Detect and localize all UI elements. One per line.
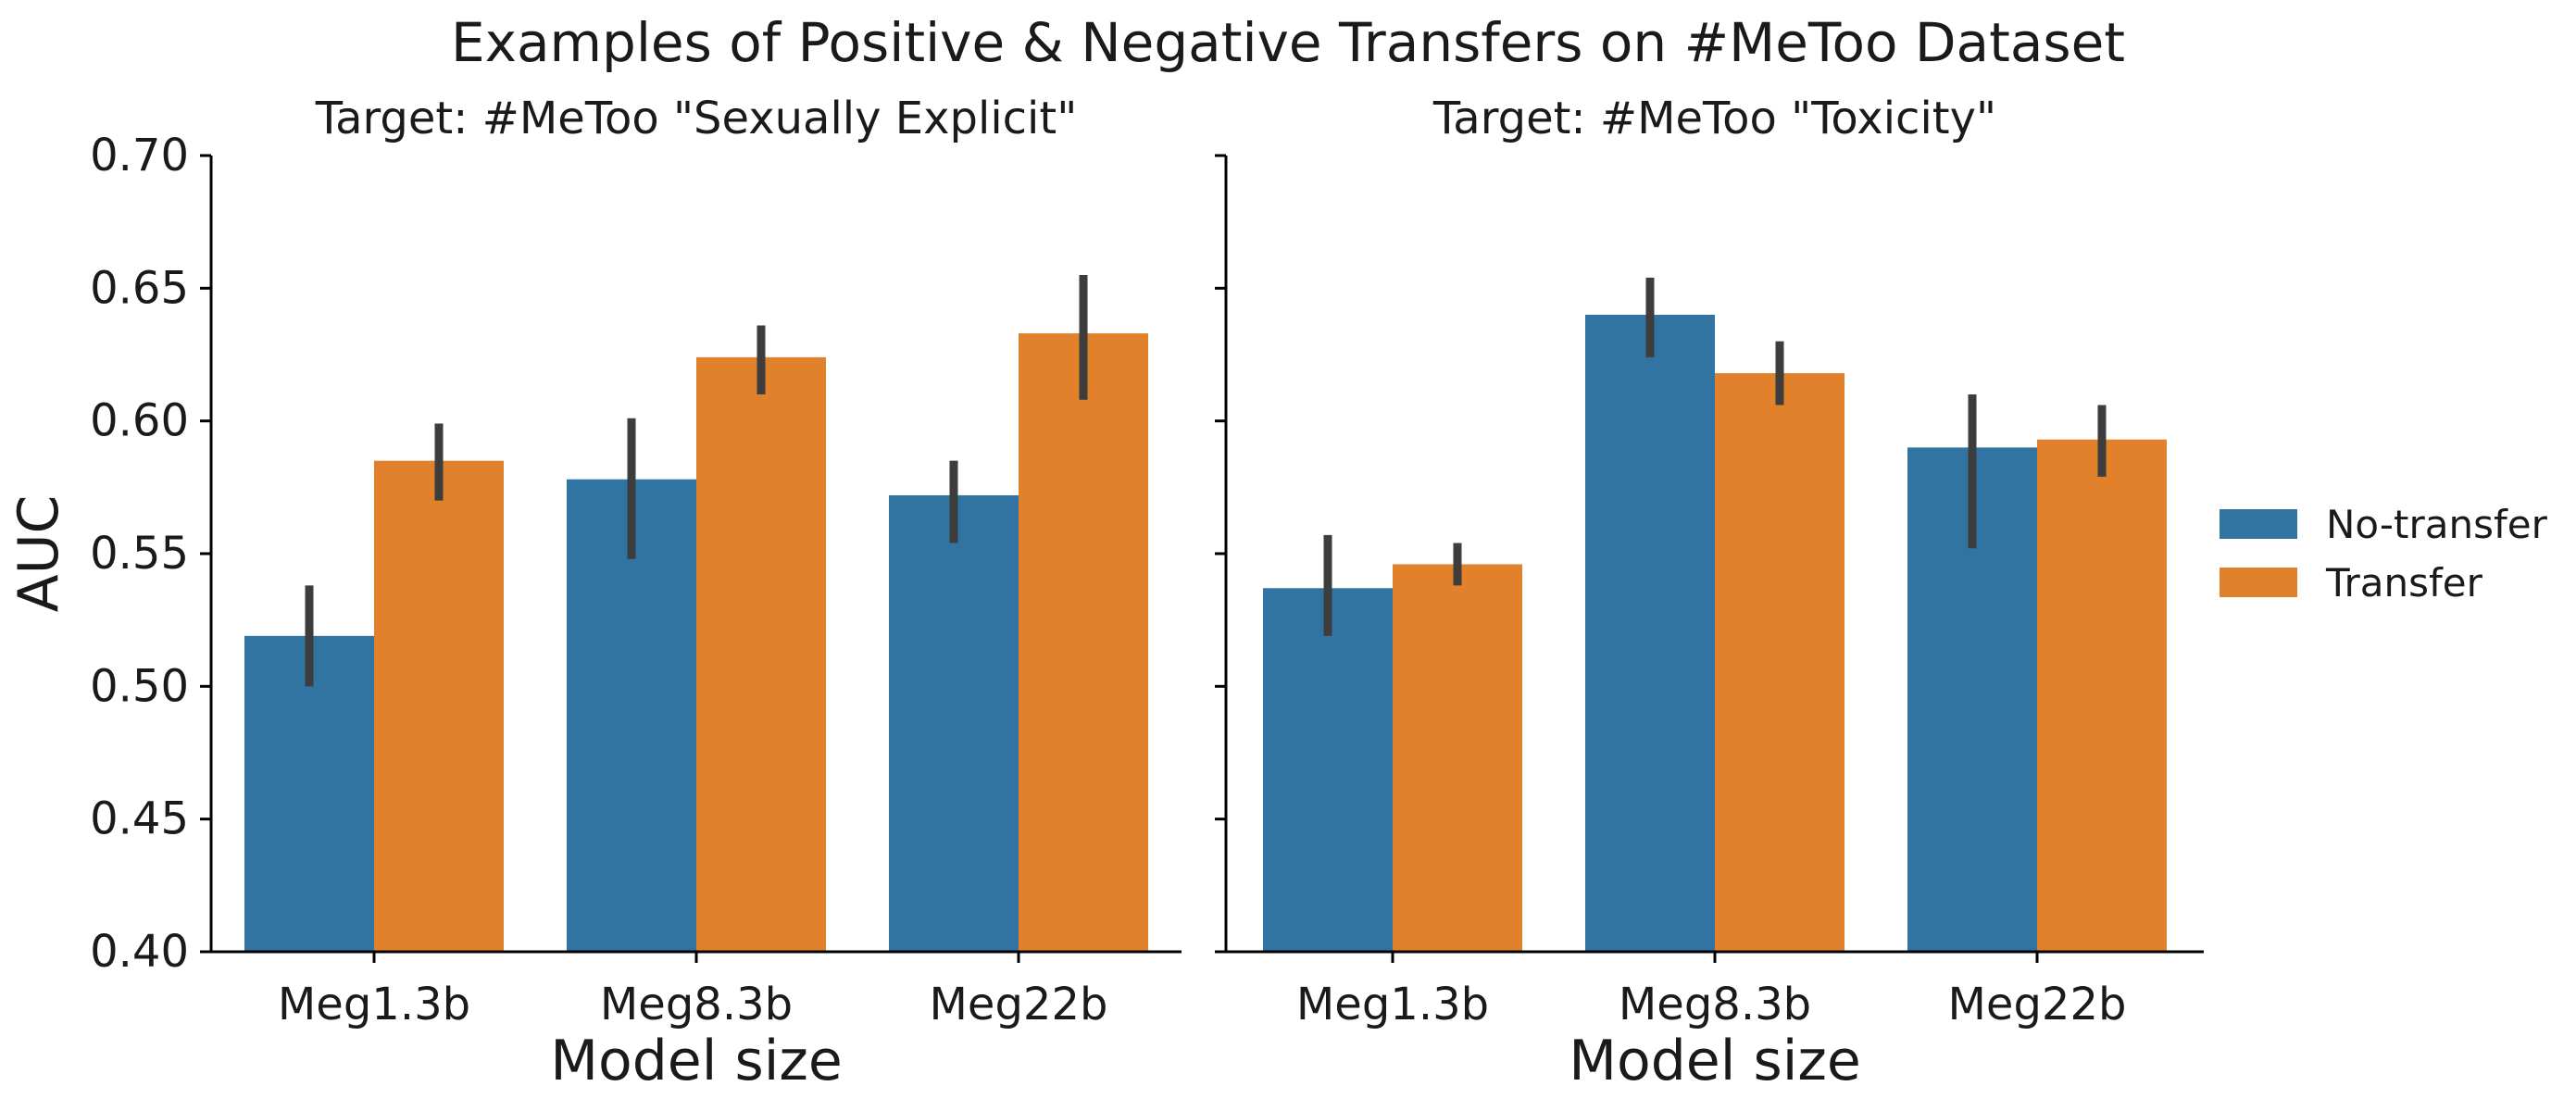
bar-transfer: [1715, 373, 1844, 953]
y-tick-label: 0.70: [90, 130, 189, 181]
bar-transfer: [1019, 333, 1148, 953]
x-axis-label: Model size: [550, 1029, 843, 1093]
x-tick-label: Meg8.3b: [1619, 979, 1811, 1030]
x-tick-label: Meg22b: [930, 979, 1108, 1030]
x-tick-label: Meg1.3b: [278, 979, 470, 1030]
y-axis-label: AUC: [6, 495, 71, 613]
bar-transfer: [2037, 439, 2167, 952]
y-tick-label: 0.60: [90, 395, 189, 447]
panel-toxicity: Target: #MeToo "Toxicity"Meg1.3b Meg8.3b M…: [1215, 93, 2204, 1093]
legend-label-transfer: Transfer: [2325, 560, 2483, 605]
y-tick-label: 0.40: [90, 926, 189, 978]
y-tick-label: 0.50: [90, 660, 189, 712]
y-tick-label: 0.55: [90, 528, 189, 580]
x-tick-label: Meg8.3b: [600, 979, 793, 1030]
x-tick-label: Meg1.3b: [1296, 979, 1489, 1030]
bar-no-transfer: [244, 635, 374, 952]
bar-no-transfer: [1585, 315, 1715, 952]
legend-swatch-transfer: [2220, 568, 2297, 597]
y-tick-label: 0.65: [90, 262, 189, 314]
y-tick-label: 0.45: [90, 793, 189, 845]
bar-no-transfer: [889, 494, 1019, 952]
bar-transfer: [696, 356, 826, 952]
figure-title: Examples of Positive & Negative Transfer…: [451, 11, 2125, 74]
panel-title: Target: #MeToo "Sexually Explicit": [315, 93, 1078, 144]
legend: No-transfer Transfer: [2220, 502, 2548, 605]
panel-sexually-explicit: Target: #MeToo "Sexually Explicit" Meg1.3…: [6, 93, 1182, 1093]
bar-transfer: [1393, 564, 1522, 952]
x-tick-label: Meg22b: [1948, 979, 2127, 1030]
x-axis-label: Model size: [1569, 1029, 1861, 1093]
panel-title: Target: #MeToo "Toxicity": [1432, 93, 1996, 144]
bar-transfer: [374, 460, 504, 953]
legend-swatch-no-transfer: [2220, 509, 2297, 539]
legend-label-no-transfer: No-transfer: [2326, 502, 2548, 547]
bar-no-transfer: [1263, 588, 1393, 952]
